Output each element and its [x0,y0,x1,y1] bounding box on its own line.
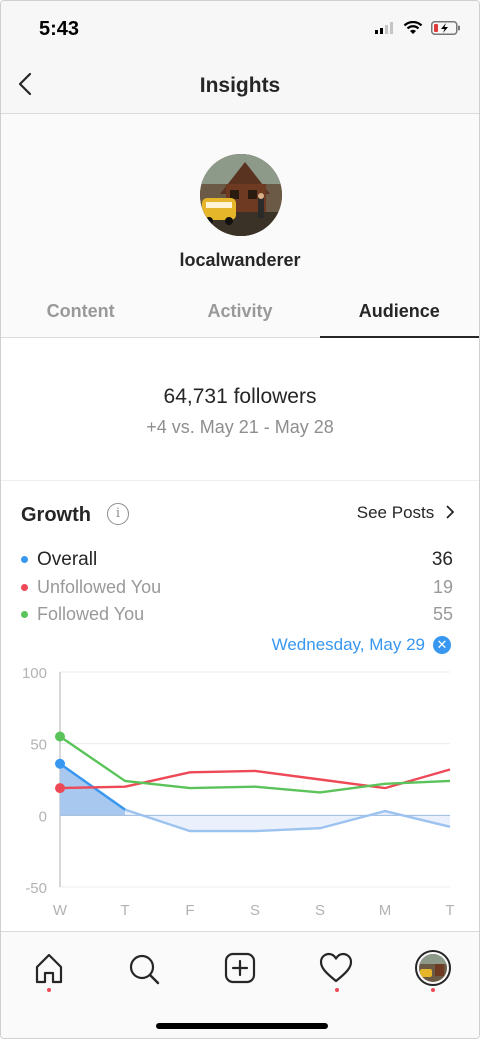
legend-dot-followed [21,611,28,618]
overall-area [60,763,450,832]
legend-label-overall: Overall [37,549,98,570]
y-tick-label: 50 [30,737,47,754]
data-point-selected [55,731,65,742]
profile-avatar-icon[interactable] [415,950,451,986]
status-bar: 5:43 [1,1,479,61]
chevron-right-icon [446,505,455,519]
legend-row-followed: Followed You 55 [21,603,453,627]
add-post-icon[interactable] [222,948,258,988]
series-line-unfollowed-you [59,768,451,790]
home-notification-dot [47,988,51,992]
clear-date-icon[interactable]: ✕ [433,636,451,654]
home-icon[interactable] [31,948,67,988]
tab-content[interactable]: Content [46,301,115,321]
profile-section: localwanderer [1,114,479,284]
x-tick-label: W [53,902,68,919]
insights-tabs: Content Activity Audience [1,284,479,338]
data-point-selected [55,758,65,769]
x-tick-label: S [250,902,260,919]
y-tick-label: 0 [39,808,47,825]
followers-change: +4 vs. May 21 - May 28 [146,417,334,437]
legend-value-overall: 36 [431,549,453,570]
heart-icon[interactable] [318,948,354,988]
legend-value-followed: 55 [432,604,453,624]
profile-notification-dot [431,988,435,992]
nav-header: Insights [1,61,479,114]
x-tick-label: T [445,902,454,919]
legend-value-unfollowed: 19 [432,577,453,597]
page-title: Insights [199,74,281,97]
y-tick-label: -50 [25,880,47,897]
series-line-followed-you [59,735,451,794]
legend-row-unfollowed: Unfollowed You 19 [21,576,453,600]
profile-username: localwanderer [179,250,301,270]
legend-dot-unfollowed [21,584,28,591]
search-icon[interactable] [126,948,162,988]
x-tick-label: S [315,902,325,919]
legend-label-followed: Followed You [37,604,145,624]
x-tick-label: M [379,902,392,919]
x-tick-label: F [185,902,194,919]
followers-summary: 64,731 followers +4 vs. May 21 - May 28 [1,339,479,481]
growth-chart[interactable]: 100 50 0 -50 W T F S S M T [1,661,480,923]
status-icons [375,21,461,35]
tab-activity[interactable]: Activity [207,301,273,321]
home-indicator [156,1023,328,1029]
info-icon[interactable]: i [107,503,129,525]
see-posts-label: See Posts [356,503,435,522]
profile-avatar [200,154,282,236]
wifi-icon [403,21,423,34]
bottom-nav [1,931,479,1038]
y-tick-label: 100 [22,665,47,682]
see-posts-link[interactable]: See Posts [357,503,455,523]
tab-audience[interactable]: Audience [319,284,479,338]
growth-title: Growth [21,504,91,526]
data-point-selected [55,783,65,794]
followers-count: 64,731 followers [163,385,317,408]
legend-label-unfollowed: Unfollowed You [37,577,162,597]
back-button[interactable] [15,69,41,99]
selected-date-chip[interactable]: Wednesday, May 29 [272,635,425,655]
selected-date-label: Wednesday, May 29 [271,635,425,654]
status-time: 5:43 [39,18,80,40]
x-tick-label: T [120,902,129,919]
battery-icon [431,21,460,35]
signal-icon [375,22,393,34]
legend-row-overall: Overall 36 [21,548,453,572]
activity-notification-dot [335,988,339,992]
legend-dot-overall [21,556,28,563]
